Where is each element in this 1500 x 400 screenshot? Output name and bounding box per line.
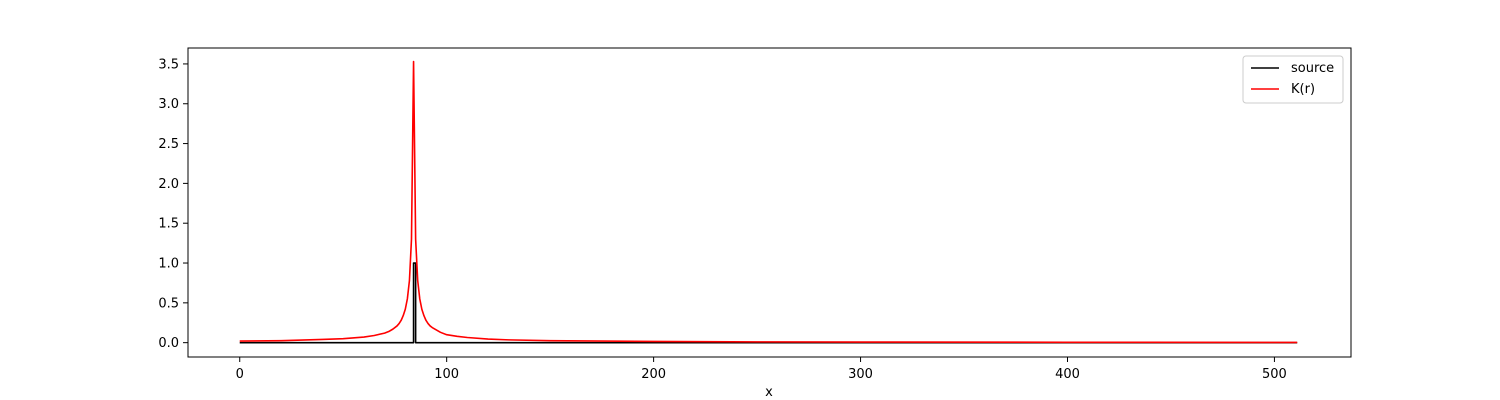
legend-label-kr: K(r) <box>1291 82 1315 97</box>
series-line-source <box>239 262 1298 344</box>
y-tick-label: 1.0 <box>158 257 179 272</box>
plot-lines <box>239 60 1298 344</box>
y-tick-label: 0.0 <box>158 336 179 351</box>
x-tick-label: 200 <box>641 367 666 382</box>
series-line-kr <box>239 60 1298 344</box>
y-tick-label: 2.5 <box>158 137 179 152</box>
y-tick-label: 0.5 <box>158 296 179 311</box>
y-tick-label: 2.0 <box>158 177 179 192</box>
y-tick-label: 3.0 <box>158 97 179 112</box>
x-tick-label: 500 <box>1262 367 1287 382</box>
x-tick-label: 100 <box>434 367 459 382</box>
legend: source K(r) <box>1242 55 1344 104</box>
x-tick-label: 400 <box>1055 367 1080 382</box>
y-tick-label: 1.5 <box>158 217 179 232</box>
x-axis-ticks: 0 100 200 300 400 500 <box>236 357 1287 382</box>
x-axis-label: x <box>765 385 773 400</box>
y-tick-label: 3.5 <box>158 57 179 72</box>
legend-label-source: source <box>1291 61 1334 76</box>
x-tick-label: 300 <box>848 367 873 382</box>
x-tick-label: 0 <box>236 367 244 382</box>
axes-frame <box>187 47 1352 358</box>
y-axis-ticks: 0.0 0.5 1.0 1.5 2.0 2.5 3.0 3.5 <box>158 57 188 351</box>
